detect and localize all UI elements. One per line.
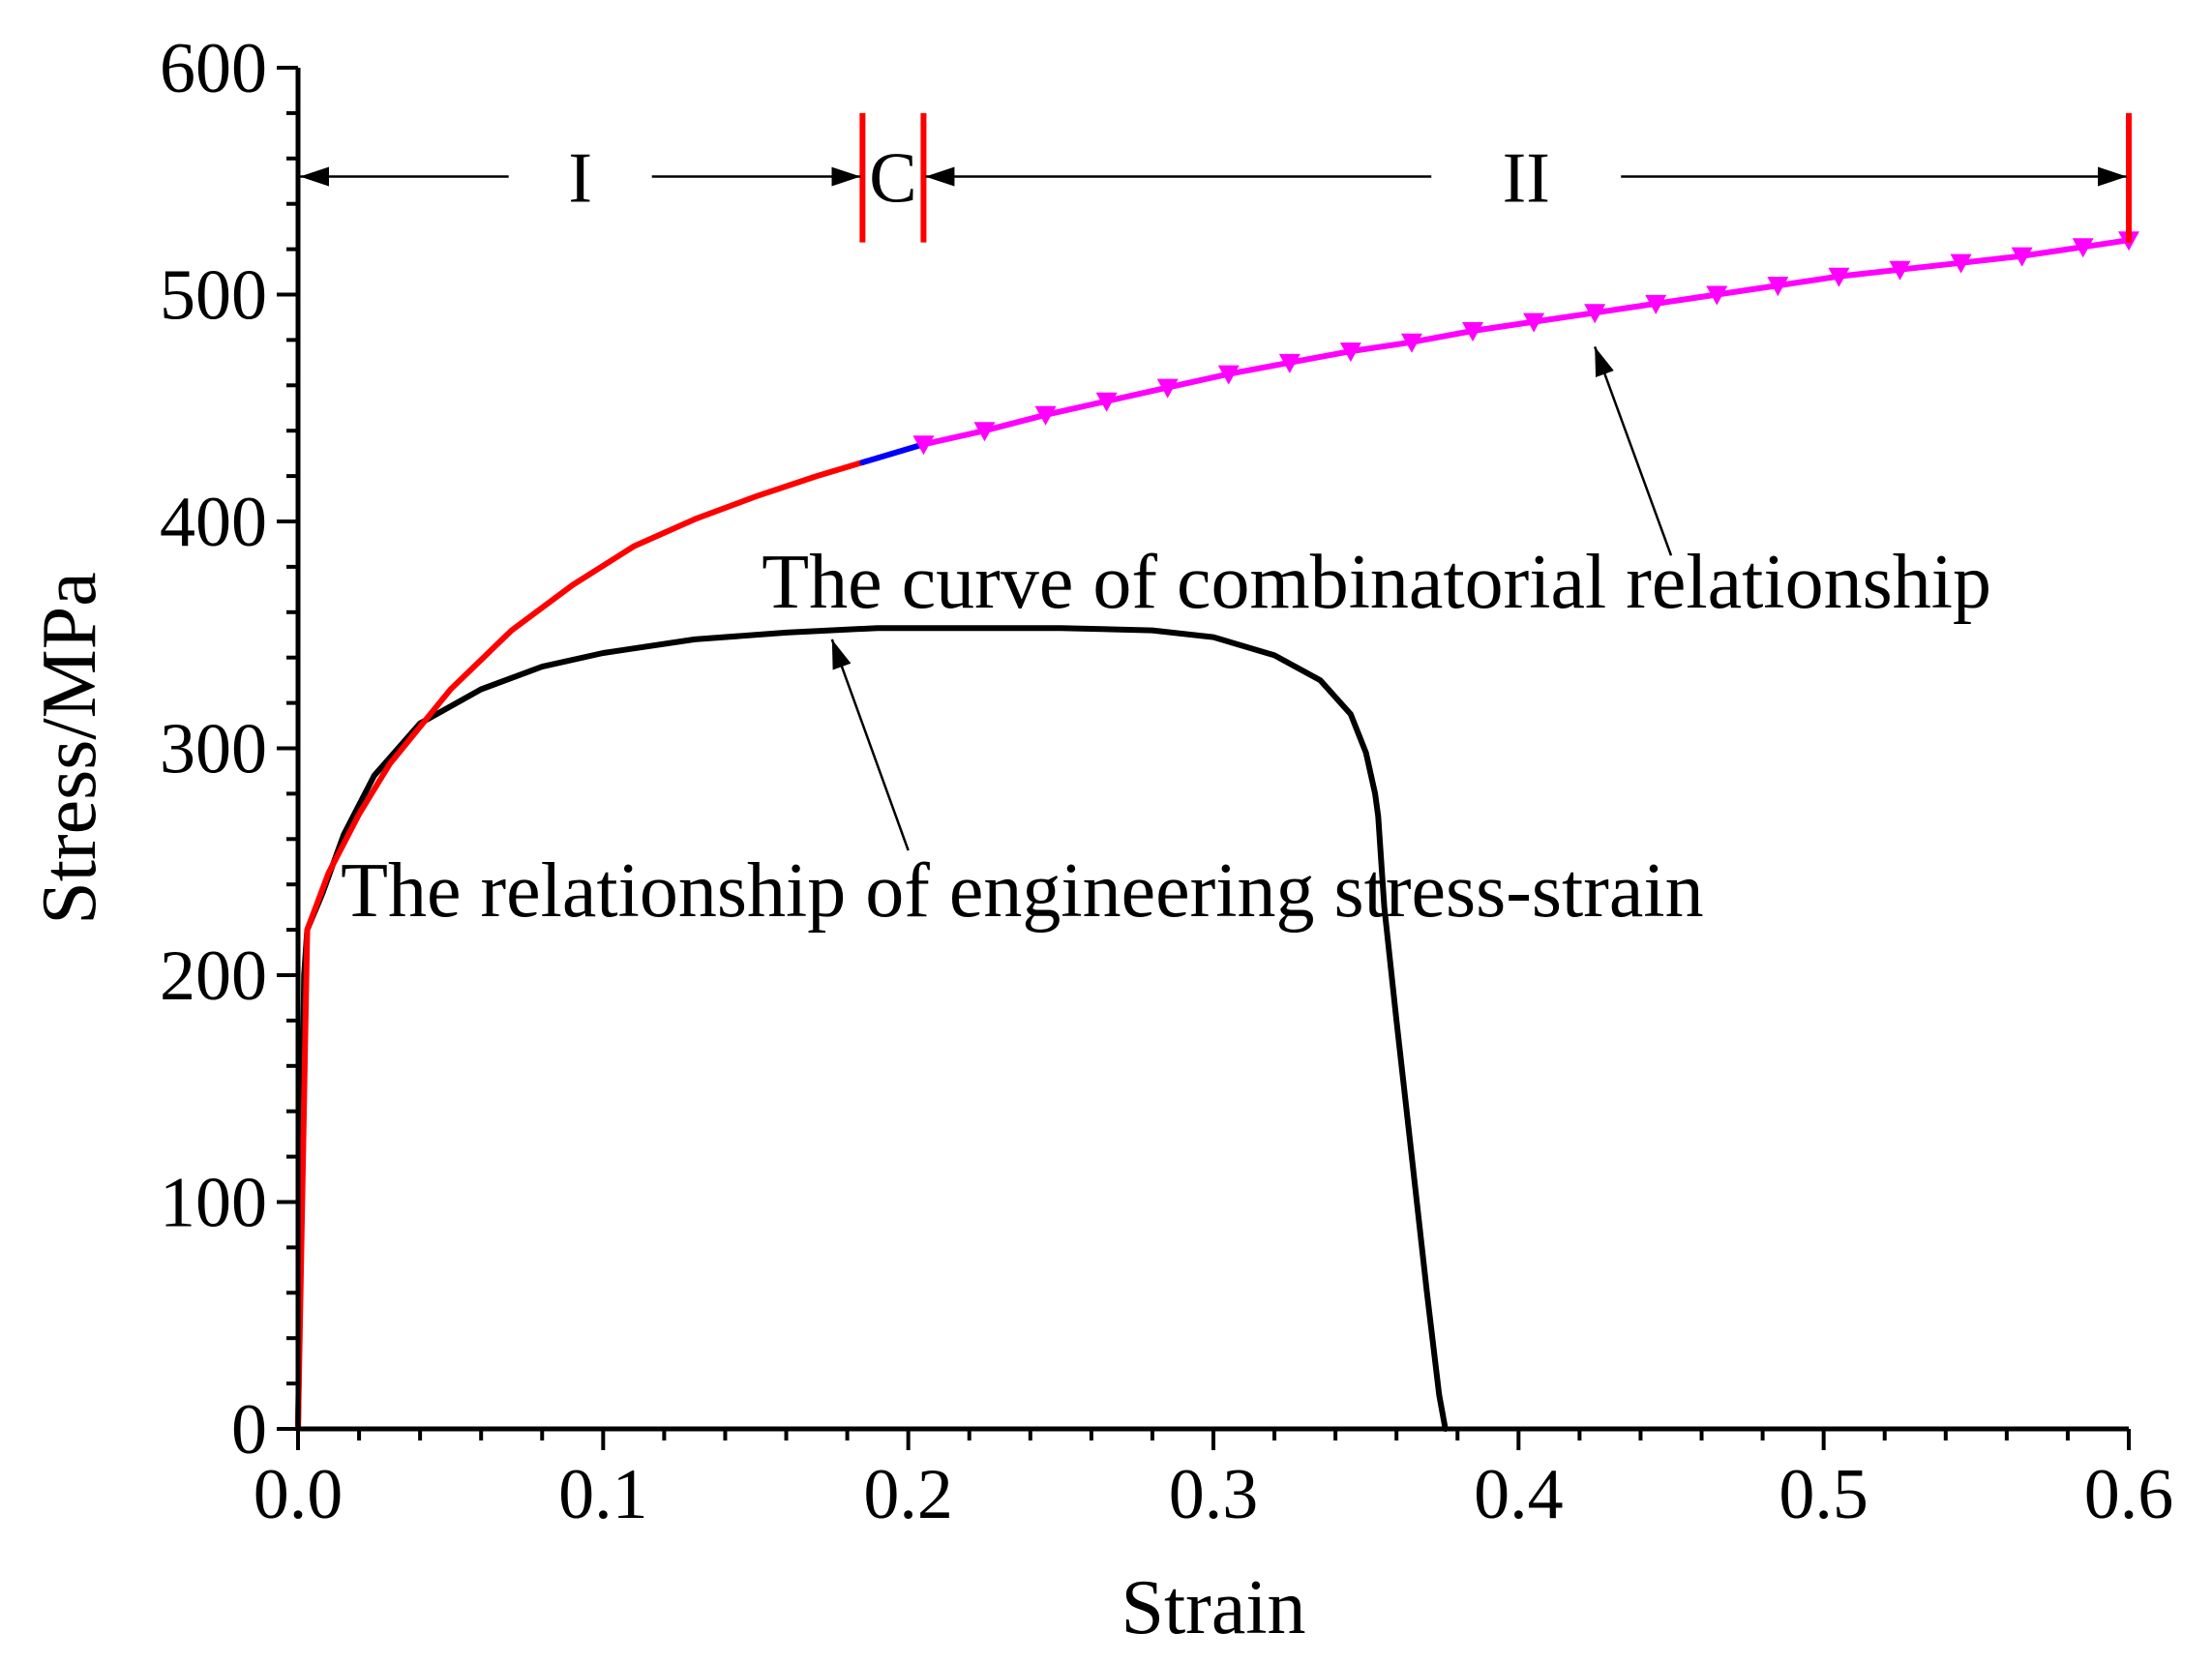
series-marker [1462, 322, 1484, 342]
x-tick-label: 0.0 [254, 1455, 344, 1534]
y-tick-label: 600 [160, 29, 267, 108]
series-marker [1400, 333, 1422, 353]
series-marker [1706, 285, 1728, 306]
annotation-arrow-1 [830, 638, 910, 851]
series-marker [1034, 405, 1057, 426]
series-line-2 [859, 441, 927, 465]
series-marker [2072, 238, 2094, 258]
series-marker [1156, 378, 1179, 399]
region-label-II: II [1503, 139, 1550, 219]
y-tick-label: 400 [160, 483, 267, 562]
plot-area [295, 231, 2139, 1432]
axes: 0.0 0.1 0.2 0.3 0.4 0.5 0.6 0 100 200 300 400 500 600 [160, 29, 2173, 1534]
region-markers: I C II [300, 112, 2132, 243]
series-marker [2011, 247, 2033, 267]
annotation-arrow-0 [1593, 346, 1673, 556]
series-marker [1767, 277, 1789, 297]
y-axis-title: Stress/MPa [27, 572, 112, 925]
series-marker [1339, 342, 1361, 363]
series-marker [1828, 267, 1850, 287]
x-tick-label: 0.3 [1169, 1455, 1259, 1534]
y-tick-label: 100 [160, 1164, 267, 1243]
series-line-0 [295, 625, 1449, 1432]
y-tick-label: 500 [160, 256, 267, 336]
series-line-3 [920, 237, 2132, 448]
y-tick-label: 0 [231, 1390, 267, 1470]
annotation-label-0: The curve of combinatorial relationship [762, 540, 1991, 625]
series-marker [1278, 353, 1300, 373]
series-marker [1645, 294, 1667, 314]
region-label-C: C [869, 139, 916, 219]
x-tick-label: 0.4 [1474, 1455, 1564, 1534]
y-tick-label: 300 [160, 710, 267, 789]
x-tick-label: 0.6 [2084, 1455, 2174, 1534]
series-marker [973, 422, 996, 442]
series-line-1 [295, 460, 866, 1432]
region-label-I: I [568, 139, 592, 219]
series-marker [1889, 260, 1911, 281]
annotations: The curve of combinatorial relationship T… [341, 346, 1991, 934]
x-tick-label: 0.1 [558, 1455, 648, 1534]
x-axis-title: Strain [1121, 1565, 1305, 1650]
series-marker [1095, 392, 1118, 412]
series-marker [1217, 365, 1240, 385]
series-marker [912, 435, 935, 456]
series-marker [1584, 304, 1606, 324]
series-marker [1950, 253, 1972, 274]
x-tick-label: 0.2 [863, 1455, 953, 1534]
y-tick-label: 200 [160, 936, 267, 1016]
x-tick-label: 0.5 [1779, 1455, 1868, 1534]
annotation-label-1: The relationship of engineering stress-s… [341, 848, 1703, 934]
series-marker [1523, 312, 1545, 333]
